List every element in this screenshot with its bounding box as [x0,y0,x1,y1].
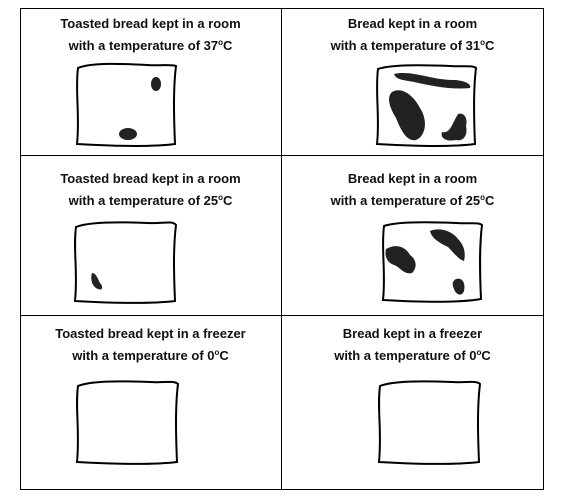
caption-line-1: Bread kept in a room [347,171,478,186]
caption-line-1: Toasted bread kept in a room [60,16,241,31]
column-divider [281,8,282,490]
toasted-bread-illustration [73,221,178,304]
panel-bread-freezer: Bread kept in a freezer with a temperatu… [282,318,543,473]
panel-bread-25c: Bread kept in a room with a temperature … [282,163,543,318]
panel-toasted-25c: Toasted bread kept in a room with a temp… [20,163,281,318]
row-divider [20,155,544,156]
caption-line-2: with a temperature of 25oC [68,193,233,208]
mold-spot [151,77,161,91]
panel-caption: Toasted bread kept in a room with a temp… [20,14,281,55]
toasted-bread-illustration [75,380,180,465]
bread-outline [377,380,482,465]
bread-illustration [381,221,484,303]
panel-toasted-37c: Toasted bread kept in a room with a temp… [20,8,281,163]
caption-line-2: with a temperature of 25oC [330,193,495,208]
bread-illustration [375,64,478,147]
panel-caption: Bread kept in a freezer with a temperatu… [282,324,543,365]
caption-line-1: Toasted bread kept in a room [60,171,241,186]
mold-patch [394,73,471,89]
comparison-grid [20,8,544,490]
mold-spot [119,128,137,140]
caption-line-1: Toasted bread kept in a freezer [55,326,246,341]
mold-patch [389,90,425,141]
caption-line-1: Bread kept in a room [347,16,478,31]
panel-toasted-freezer: Toasted bread kept in a freezer with a t… [20,318,281,473]
mold-patch [441,113,467,141]
panel-caption: Toasted bread kept in a freezer with a t… [20,324,281,365]
bread-outline [73,221,178,304]
caption-line-2: with a temperature of 31oC [330,38,495,53]
panel-caption: Toasted bread kept in a room with a temp… [20,169,281,210]
mold-patch [452,278,465,295]
caption-line-2: with a temperature of 0oC [334,348,491,363]
panel-caption: Bread kept in a room with a temperature … [282,14,543,55]
mold-patch [385,246,416,274]
mold-patch [430,229,465,261]
caption-line-1: Bread kept in a freezer [342,326,483,341]
caption-line-2: with a temperature of 37oC [68,38,233,53]
mold-spot [91,273,103,290]
caption-line-2: with a temperature of 0oC [72,348,229,363]
panel-caption: Bread kept in a room with a temperature … [282,169,543,210]
bread-illustration [377,380,482,465]
row-divider [20,315,544,316]
bread-outline [75,380,180,465]
panel-bread-31c: Bread kept in a room with a temperature … [282,8,543,163]
toasted-bread-illustration [75,62,178,147]
